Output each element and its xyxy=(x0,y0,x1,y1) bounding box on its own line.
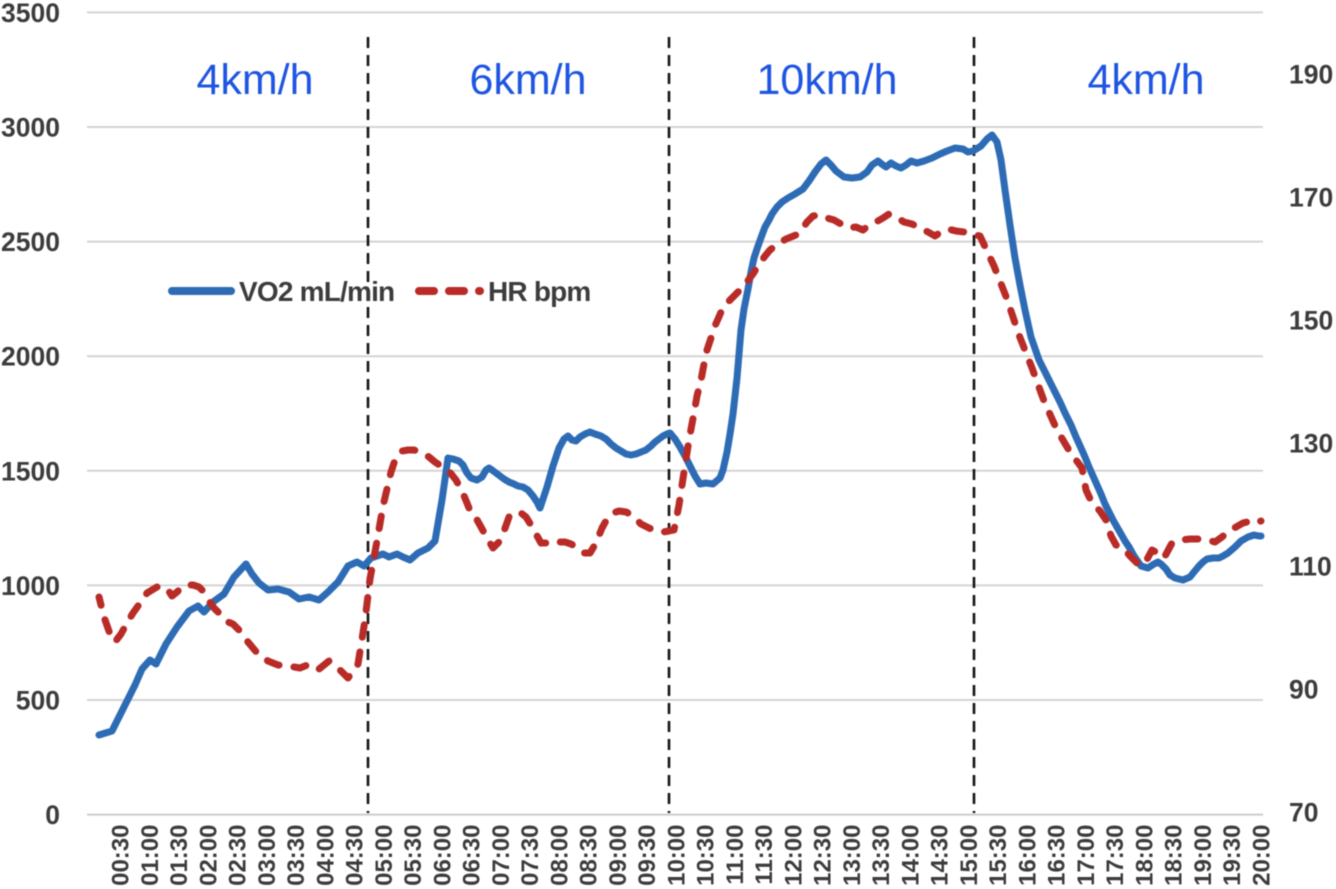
svg-text:06:30: 06:30 xyxy=(459,825,486,886)
svg-text:19:00: 19:00 xyxy=(1190,825,1217,886)
svg-text:01:00: 01:00 xyxy=(137,825,164,886)
svg-text:14:00: 14:00 xyxy=(897,825,924,886)
svg-text:05:30: 05:30 xyxy=(400,825,427,886)
svg-text:13:00: 13:00 xyxy=(839,825,866,886)
svg-text:05:00: 05:00 xyxy=(371,825,398,886)
svg-text:2500: 2500 xyxy=(1,227,60,257)
svg-text:15:30: 15:30 xyxy=(985,825,1012,886)
svg-text:3000: 3000 xyxy=(1,113,60,143)
svg-text:19:30: 19:30 xyxy=(1219,825,1246,886)
svg-text:10:30: 10:30 xyxy=(693,825,720,886)
svg-text:06:00: 06:00 xyxy=(429,825,456,886)
svg-text:08:00: 08:00 xyxy=(546,825,573,886)
svg-text:12:00: 12:00 xyxy=(780,825,807,886)
svg-text:4km/h: 4km/h xyxy=(1087,56,1204,104)
svg-text:02:00: 02:00 xyxy=(195,825,222,886)
svg-text:13:30: 13:30 xyxy=(868,825,895,886)
svg-text:11:30: 11:30 xyxy=(751,825,778,885)
svg-text:03:30: 03:30 xyxy=(283,825,310,886)
svg-text:190: 190 xyxy=(1289,60,1333,90)
svg-text:170: 170 xyxy=(1289,183,1333,213)
svg-text:07:30: 07:30 xyxy=(517,825,544,886)
svg-text:01:30: 01:30 xyxy=(166,825,193,886)
svg-text:10:00: 10:00 xyxy=(663,825,690,886)
svg-text:18:30: 18:30 xyxy=(1161,825,1188,886)
svg-text:12:30: 12:30 xyxy=(810,825,837,886)
svg-text:2000: 2000 xyxy=(1,342,60,372)
svg-text:20:00: 20:00 xyxy=(1248,825,1275,886)
svg-text:16:30: 16:30 xyxy=(1044,825,1071,886)
svg-text:17:30: 17:30 xyxy=(1102,825,1129,886)
svg-text:4km/h: 4km/h xyxy=(196,56,313,104)
svg-text:0: 0 xyxy=(45,800,60,830)
svg-text:04:00: 04:00 xyxy=(312,825,339,886)
svg-text:07:00: 07:00 xyxy=(488,825,515,886)
svg-text:02:30: 02:30 xyxy=(225,825,252,886)
svg-text:110: 110 xyxy=(1289,552,1332,582)
svg-text:14:30: 14:30 xyxy=(927,825,954,886)
svg-text:10km/h: 10km/h xyxy=(756,56,897,104)
svg-text:3500: 3500 xyxy=(1,0,60,28)
svg-text:17:00: 17:00 xyxy=(1073,825,1100,886)
svg-text:130: 130 xyxy=(1289,429,1333,459)
svg-text:70: 70 xyxy=(1289,798,1318,828)
svg-text:500: 500 xyxy=(16,686,60,716)
svg-text:6km/h: 6km/h xyxy=(469,56,586,104)
svg-text:18:00: 18:00 xyxy=(1131,825,1158,886)
svg-text:VO2 mL/min: VO2 mL/min xyxy=(239,276,394,307)
svg-text:HR bpm: HR bpm xyxy=(488,276,591,307)
svg-text:90: 90 xyxy=(1289,675,1318,705)
svg-text:00:30: 00:30 xyxy=(108,825,135,886)
svg-text:11:00: 11:00 xyxy=(722,825,749,885)
svg-text:09:30: 09:30 xyxy=(634,825,661,886)
svg-text:1500: 1500 xyxy=(1,456,60,486)
svg-text:09:00: 09:00 xyxy=(605,825,632,886)
svg-text:150: 150 xyxy=(1289,306,1333,336)
svg-text:1000: 1000 xyxy=(1,571,60,601)
svg-text:04:30: 04:30 xyxy=(342,825,369,886)
svg-text:16:00: 16:00 xyxy=(1014,825,1041,886)
svg-text:08:30: 08:30 xyxy=(576,825,603,886)
svg-text:15:00: 15:00 xyxy=(956,825,983,886)
svg-text:03:00: 03:00 xyxy=(254,825,281,886)
